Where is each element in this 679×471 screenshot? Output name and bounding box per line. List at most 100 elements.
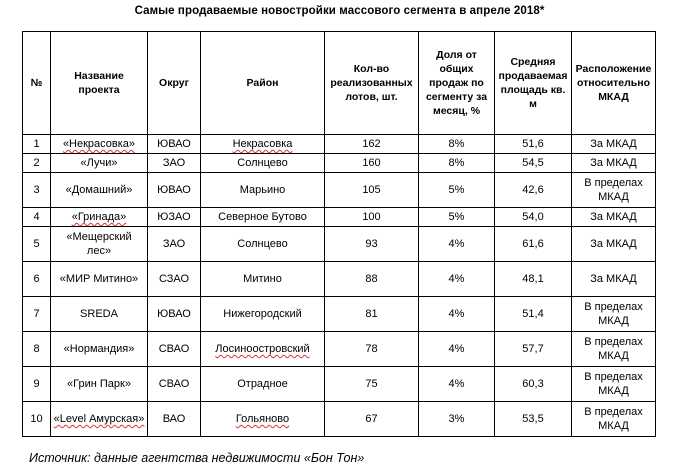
table-row: 1 «Некрасовка» ЮВАО Некрасовка 162 8% 51… — [22, 134, 656, 154]
cell-district: Нижегородский — [200, 296, 325, 332]
cell-lots: 93 — [324, 226, 419, 262]
cell-district: Солнцево — [200, 226, 325, 262]
cell-district: Гольяново — [200, 401, 325, 437]
cell-area: 53,5 — [494, 401, 572, 437]
cell-share: 4% — [418, 331, 495, 367]
cell-district: Северное Бутово — [200, 207, 325, 227]
source-note: Источник: данные агентства недвижимости … — [29, 451, 365, 465]
project-name: «Некрасовка» — [62, 138, 136, 150]
cell-district: Марьино — [200, 172, 325, 208]
cell-okrug: ВАО — [147, 401, 201, 437]
district-name: Гольяново — [235, 413, 290, 425]
cell-project: «Грин Парк» — [50, 366, 148, 402]
cell-project: «Level Амурская» — [50, 401, 148, 437]
cell-lots: 100 — [324, 207, 419, 227]
cell-project: «Некрасовка» — [50, 134, 148, 154]
cell-area: 51,6 — [494, 134, 572, 154]
cell-num: 1 — [22, 134, 51, 154]
table-title: Самые продаваемые новостройки массового … — [134, 5, 545, 17]
table-row: 8 «Нормандия» СВАО Лосиноостровский 78 4… — [22, 331, 656, 367]
table-row: 7 SREDA ЮВАО Нижегородский 81 4% 51,4 В … — [22, 296, 656, 332]
cell-num: 7 — [22, 296, 51, 332]
cell-location: В пределах МКАД — [571, 296, 656, 332]
cell-area: 60,3 — [494, 366, 572, 402]
cell-lots: 160 — [324, 153, 419, 173]
cell-district: Митино — [200, 261, 325, 297]
cell-num: 9 — [22, 366, 51, 402]
cell-num: 10 — [22, 401, 51, 437]
cell-lots: 78 — [324, 331, 419, 367]
district-name: Некрасовка — [232, 138, 293, 150]
cell-area: 48,1 — [494, 261, 572, 297]
cell-location: За МКАД — [571, 207, 656, 227]
cell-okrug: ЮВАО — [147, 296, 201, 332]
district-name: Лосиноостровский — [215, 343, 310, 355]
cell-share: 3% — [418, 401, 495, 437]
header-project: Название проекта — [50, 31, 148, 135]
cell-area: 42,6 — [494, 172, 572, 208]
cell-location: За МКАД — [571, 134, 656, 154]
header-area: Средняя продаваемая площадь кв. м — [494, 31, 572, 135]
cell-area: 61,6 — [494, 226, 572, 262]
cell-district: Лосиноостровский — [200, 331, 325, 367]
cell-num: 4 — [22, 207, 51, 227]
header-row: № Название проекта Округ Район Кол-во ре… — [22, 31, 656, 135]
cell-okrug: ЮЗАО — [147, 207, 201, 227]
cell-num: 8 — [22, 331, 51, 367]
table-row: 3 «Домашний» ЮВАО Марьино 105 5% 42,6 В … — [22, 172, 656, 208]
cell-okrug: СВАО — [147, 366, 201, 402]
cell-share: 8% — [418, 153, 495, 173]
cell-share: 5% — [418, 172, 495, 208]
cell-area: 54,5 — [494, 153, 572, 173]
table-row: 5 «Мещерский лес» ЗАО Солнцево 93 4% 61,… — [22, 226, 656, 262]
cell-project: «МИР Митино» — [50, 261, 148, 297]
cell-lots: 75 — [324, 366, 419, 402]
table-row: 9 «Грин Парк» СВАО Отрадное 75 4% 60,3 В… — [22, 366, 656, 402]
cell-share: 5% — [418, 207, 495, 227]
project-name: «Гринада» — [71, 211, 127, 223]
header-lots: Кол-во реализованных лотов, шт. — [324, 31, 419, 135]
cell-project: «Нормандия» — [50, 331, 148, 367]
cell-okrug: ЗАО — [147, 153, 201, 173]
cell-district: Отрадное — [200, 366, 325, 402]
cell-area: 54,0 — [494, 207, 572, 227]
cell-area: 51,4 — [494, 296, 572, 332]
cell-lots: 88 — [324, 261, 419, 297]
cell-lots: 162 — [324, 134, 419, 154]
header-okrug: Округ — [147, 31, 201, 135]
cell-project: «Домашний» — [50, 172, 148, 208]
cell-location: В пределах МКАД — [571, 401, 656, 437]
cell-num: 5 — [22, 226, 51, 262]
cell-lots: 81 — [324, 296, 419, 332]
cell-location: За МКАД — [571, 153, 656, 173]
cell-location: За МКАД — [571, 261, 656, 297]
cell-district: Солнцево — [200, 153, 325, 173]
cell-project: «Гринада» — [50, 207, 148, 227]
cell-area: 57,7 — [494, 331, 572, 367]
cell-share: 4% — [418, 366, 495, 402]
sales-table: № Название проекта Округ Район Кол-во ре… — [22, 31, 656, 437]
cell-share: 4% — [418, 226, 495, 262]
cell-project: «Лучи» — [50, 153, 148, 173]
cell-share: 4% — [418, 261, 495, 297]
cell-okrug: ЗАО — [147, 226, 201, 262]
cell-okrug: СВАО — [147, 331, 201, 367]
cell-project: «Мещерский лес» — [50, 226, 148, 262]
header-share: Доля от общих продаж по сегменту за меся… — [418, 31, 495, 135]
table-row: 2 «Лучи» ЗАО Солнцево 160 8% 54,5 За МКА… — [22, 153, 656, 173]
cell-num: 2 — [22, 153, 51, 173]
header-district: Район — [200, 31, 325, 135]
cell-lots: 105 — [324, 172, 419, 208]
table-row: 6 «МИР Митино» СЗАО Митино 88 4% 48,1 За… — [22, 261, 656, 297]
cell-location: В пределах МКАД — [571, 366, 656, 402]
cell-share: 8% — [418, 134, 495, 154]
cell-location: В пределах МКАД — [571, 331, 656, 367]
cell-okrug: СЗАО — [147, 261, 201, 297]
cell-okrug: ЮВАО — [147, 172, 201, 208]
cell-location: За МКАД — [571, 226, 656, 262]
cell-lots: 67 — [324, 401, 419, 437]
cell-project: SREDA — [50, 296, 148, 332]
table-row: 4 «Гринада» ЮЗАО Северное Бутово 100 5% … — [22, 207, 656, 227]
header-location: Расположение относительно МКАД — [571, 31, 656, 135]
cell-district: Некрасовка — [200, 134, 325, 154]
